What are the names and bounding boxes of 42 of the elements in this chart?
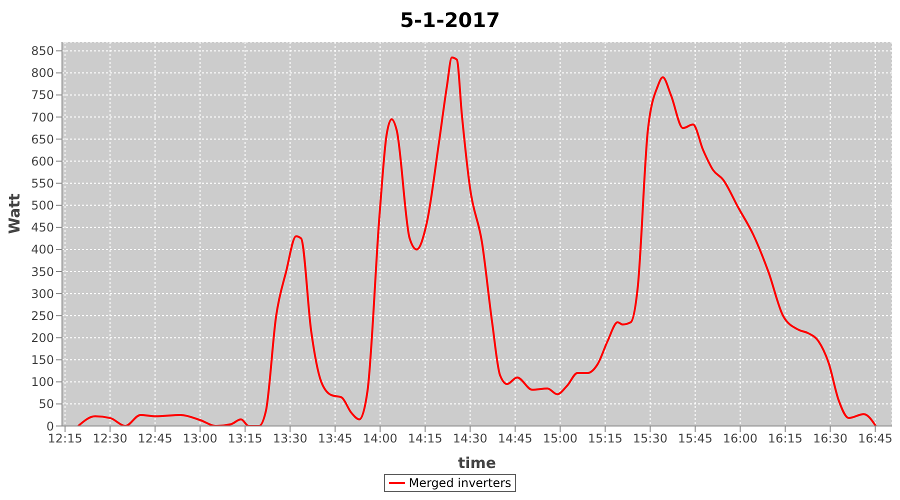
x-tick-label: 15:00: [542, 432, 578, 446]
y-tick-label: 600: [31, 154, 54, 168]
x-tick-label: 16:30: [812, 432, 848, 446]
x-tick-label: 13:30: [272, 432, 308, 446]
y-tick-label: 850: [31, 44, 54, 58]
y-tick-label: 250: [31, 308, 54, 323]
x-axis-title: time: [458, 454, 496, 472]
y-axis-title: Watt: [5, 194, 24, 234]
x-tick-label: 13:15: [228, 432, 262, 446]
y-tick-label: 350: [31, 264, 54, 279]
y-tick-label: 700: [31, 110, 54, 124]
x-tick-label: 14:15: [408, 432, 442, 446]
x-tick-label: 16:45: [858, 432, 893, 446]
x-tick-label: 15:30: [632, 432, 668, 446]
x-tick-label: 14:00: [362, 432, 398, 446]
legend-label: Merged inverters: [408, 476, 512, 490]
x-tick-label: 13:45: [318, 432, 352, 446]
x-tick-label: 14:30: [452, 432, 488, 446]
x-tick-label: 16:15: [768, 432, 803, 446]
y-tick-label: 500: [31, 198, 54, 213]
y-tick-label: 550: [31, 176, 54, 190]
y-tick-label: 750: [31, 88, 54, 102]
x-tick-label: 12:15: [48, 432, 82, 446]
x-tick-label: 12:45: [138, 432, 172, 446]
x-tick-label: 13:00: [182, 432, 218, 446]
y-tick-label: 0: [46, 419, 54, 434]
y-tick-label: 200: [31, 330, 54, 345]
y-tick-label: 400: [31, 242, 54, 257]
y-tick-label: 650: [31, 132, 54, 146]
line-series: [77, 56, 877, 426]
x-tick-label: 15:45: [678, 432, 713, 446]
x-tick-label: 16:00: [722, 432, 758, 446]
y-tick-label: 150: [31, 353, 54, 368]
y-tick-label: 100: [31, 375, 54, 390]
x-tick-label: 14:45: [498, 432, 532, 446]
x-tick-label: 15:15: [588, 432, 622, 446]
x-tick-label: 12:30: [92, 432, 128, 446]
y-tick-label: 800: [31, 66, 54, 80]
y-tick-label: 300: [31, 286, 54, 301]
y-tick-label: 50: [38, 397, 54, 412]
chart-title: 5-1-2017: [398, 8, 502, 34]
y-tick-label: 450: [31, 220, 54, 235]
